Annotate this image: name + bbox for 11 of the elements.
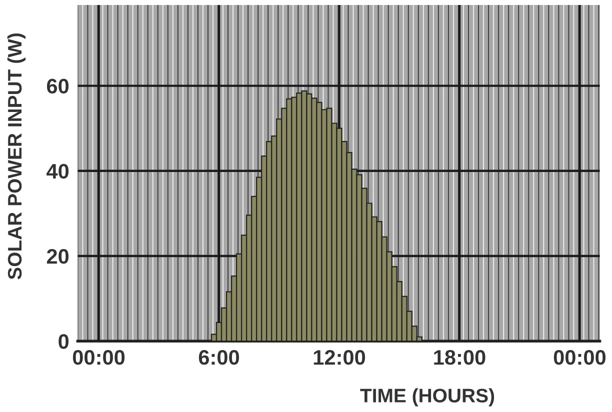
y-tick-label: 60 xyxy=(46,78,69,94)
y-tick-label: 40 xyxy=(46,164,69,179)
x-tick-label: 18:00 xyxy=(434,350,486,365)
x-tick-label: 6:00 xyxy=(198,350,239,365)
y-tick-label: 0 xyxy=(58,334,69,349)
y-axis-title: SOLAR POWER INPUT (W) xyxy=(7,34,26,280)
y-tick-label: 20 xyxy=(46,249,69,264)
x-tick-label: 00:00 xyxy=(72,350,125,365)
x-tick-label: 00:00 xyxy=(554,350,606,365)
x-tick-label: 12:00 xyxy=(314,350,366,365)
x-axis-title: TIME (HOURS) xyxy=(360,388,494,406)
